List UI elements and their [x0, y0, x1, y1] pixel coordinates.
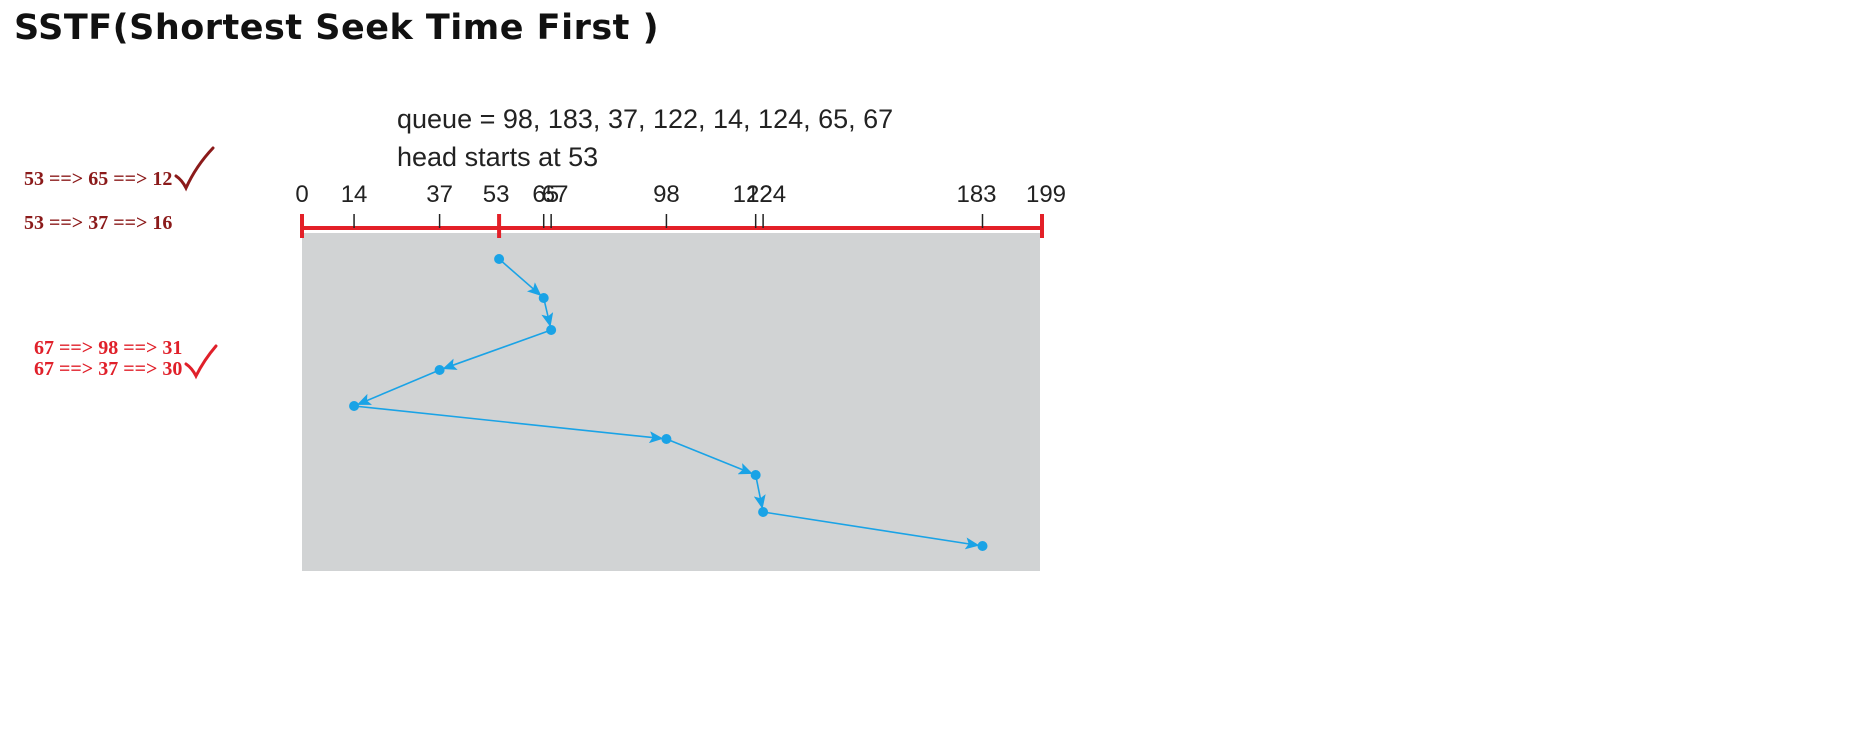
- seek-point-14: [349, 401, 360, 411]
- seek-segment: [442, 329, 552, 370]
- seek-point-37: [434, 365, 445, 375]
- seek-point-98: [661, 434, 672, 444]
- annotation-line-4: 67 ==> 37 ==> 30: [34, 358, 183, 380]
- seek-segment: [666, 438, 753, 475]
- seek-point-65: [538, 293, 549, 303]
- seek-path: [349, 254, 988, 551]
- axis-tick-label: 67: [542, 181, 569, 208]
- axis-tick-label: 14: [341, 181, 368, 208]
- head-start-text: head starts at 53: [397, 142, 598, 172]
- seek-point-53: [494, 254, 505, 264]
- seek-segment: [498, 258, 542, 297]
- seek-segment: [762, 511, 980, 550]
- annotation-line-3: 67 ==> 98 ==> 31: [34, 337, 183, 359]
- axis-tick-label: 199: [1026, 181, 1066, 208]
- seek-point-122: [750, 470, 761, 480]
- checkmark-icon: [184, 344, 218, 380]
- seek-segment: [356, 369, 440, 405]
- axis-tick-label: 65: [532, 181, 559, 208]
- axis-tick-label: 98: [653, 181, 680, 208]
- axis-tick-label: 37: [426, 181, 453, 208]
- page-title: SSTF(Shortest Seek Time First ): [14, 8, 660, 48]
- seek-segment: [353, 405, 664, 444]
- annotation-line-2: 53 ==> 37 ==> 16: [24, 212, 173, 234]
- axis-tick-label: 124: [746, 181, 786, 208]
- axis-tick-label: 0: [295, 181, 308, 208]
- seek-point-183: [977, 541, 988, 551]
- diagram-panel: [302, 233, 1040, 571]
- checkmark-icon: [174, 146, 215, 192]
- seek-point-124: [758, 507, 769, 517]
- seek-segment: [753, 474, 766, 510]
- axis-tick-label: 183: [956, 181, 996, 208]
- axis-tick-label: 122: [733, 181, 773, 208]
- queue-text: queue = 98, 183, 37, 122, 14, 124, 65, 6…: [397, 104, 893, 134]
- annotation-line-1: 53 ==> 65 ==> 12: [24, 168, 173, 190]
- axis-tick-label: 53: [483, 181, 510, 208]
- seek-point-67: [546, 325, 557, 335]
